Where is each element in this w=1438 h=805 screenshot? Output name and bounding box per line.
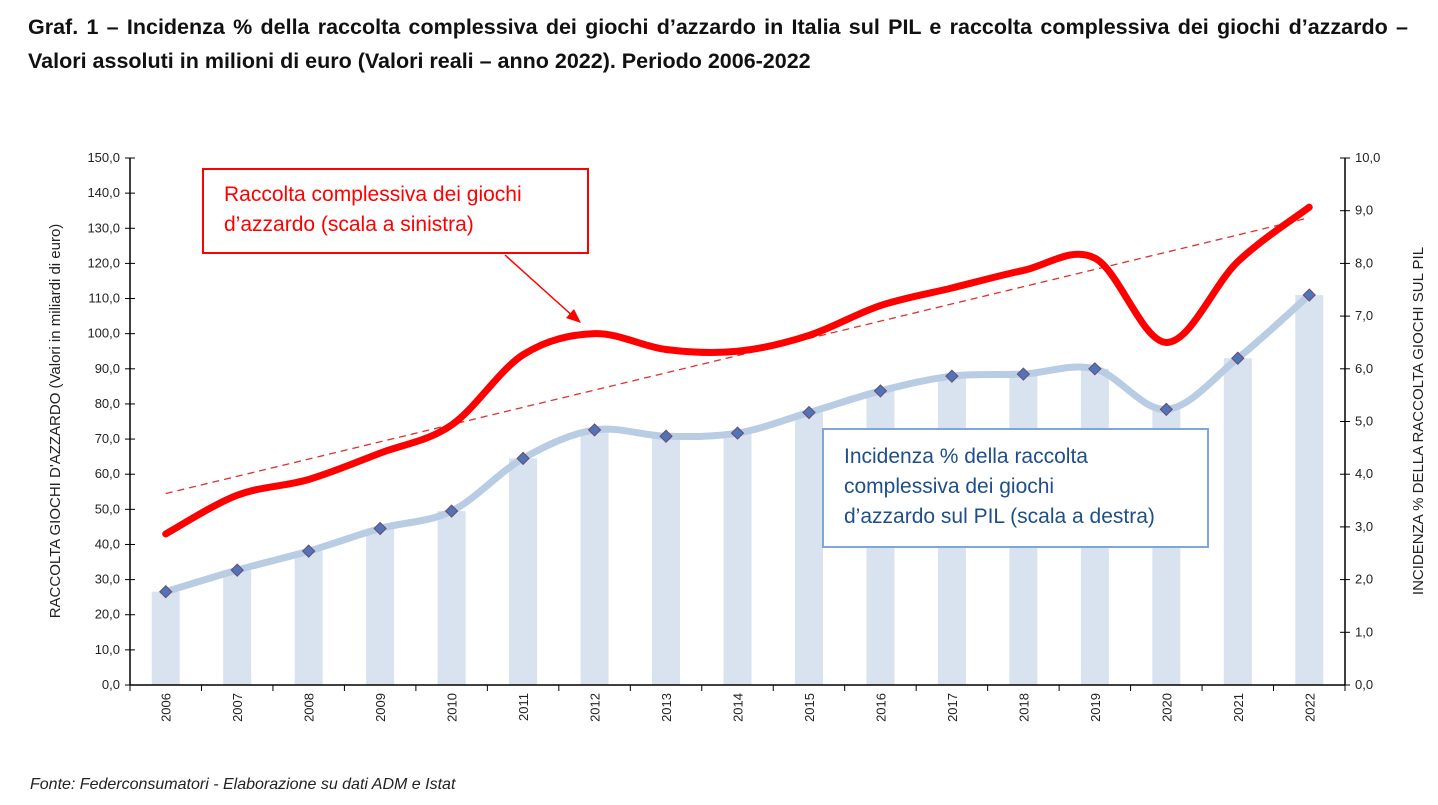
marker-2020 (1159, 402, 1174, 417)
marker-2021 (1231, 351, 1245, 365)
x-tick-label: 2011 (516, 693, 531, 721)
right-tick-label: 3,0 (1355, 519, 1373, 534)
left-tick-label: 0,0 (102, 677, 120, 692)
chart-title: Graf. 1 – Incidenza % della raccolta com… (28, 15, 1408, 73)
source-note: Fonte: Federconsumatori - Elaborazione s… (30, 776, 456, 793)
marker-2011 (516, 451, 530, 466)
right-tick-label: 1,0 (1355, 624, 1373, 639)
x-tick-label: 2015 (802, 693, 817, 722)
marker-2018 (1016, 367, 1031, 381)
marker-2022 (1302, 288, 1316, 302)
right-axis-label: INCIDENZA % DELLA RACCOLTA GIOCHI SUL PI… (1410, 247, 1427, 595)
annotation-line: complessiva dei giochi (844, 475, 1055, 498)
x-tick-label: 2012 (588, 693, 603, 722)
left-tick-label: 10,0 (95, 642, 120, 657)
x-tick-label: 2013 (659, 693, 674, 722)
bar-2007 (223, 570, 252, 685)
left-tick-label: 90,0 (95, 361, 120, 376)
right-tick-label: 7,0 (1355, 308, 1373, 323)
left-tick-label: 80,0 (95, 396, 120, 411)
marker-2019 (1088, 362, 1102, 376)
left-tick-label: 150,0 (87, 150, 120, 165)
annotation-blue-series: Incidenza % della raccolta complessiva d… (822, 428, 1209, 548)
bar-2008 (294, 551, 323, 685)
left-axis-label: RACCOLTA GIOCHI D'AZZARDO (Valori in mil… (47, 224, 64, 619)
bar-2010 (437, 511, 466, 685)
marker-2016 (873, 384, 888, 398)
left-tick-label: 40,0 (95, 536, 120, 551)
x-tick-label: 2010 (445, 693, 460, 722)
right-tick-label: 2,0 (1355, 572, 1373, 587)
right-tick-label: 9,0 (1355, 203, 1373, 218)
x-tick-label: 2017 (945, 693, 960, 722)
marker-2017 (945, 369, 959, 383)
marker-2013 (659, 429, 673, 443)
bar-2021 (1223, 358, 1252, 685)
right-tick-label: 6,0 (1355, 361, 1373, 376)
left-tick-label: 120,0 (87, 255, 120, 270)
marker-2009 (373, 521, 387, 536)
left-tick-label: 30,0 (95, 572, 120, 587)
left-tick-label: 50,0 (95, 501, 120, 516)
x-tick-label: 2008 (302, 693, 317, 722)
left-tick-label: 20,0 (95, 607, 120, 622)
bar-2014 (723, 433, 752, 685)
bar-2012 (580, 429, 609, 685)
right-tick-label: 5,0 (1355, 414, 1373, 429)
x-tick-label: 2007 (230, 693, 245, 722)
right-tick-label: 0,0 (1355, 677, 1373, 692)
right-tick-label: 4,0 (1355, 466, 1373, 481)
x-tick-label: 2021 (1231, 693, 1246, 722)
annotation-line: Raccolta complessiva dei giochi (224, 183, 522, 206)
trend-line (165, 217, 1310, 495)
left-tick-label: 140,0 (87, 185, 120, 200)
bar-2011 (509, 458, 538, 685)
bar-2022 (1295, 295, 1324, 685)
x-tick-label: 2006 (159, 693, 174, 722)
right-tick-label: 10,0 (1355, 150, 1380, 165)
x-tick-label: 2020 (1159, 693, 1174, 722)
annotation-line: d’azzardo sul PIL (scala a destra) (844, 505, 1155, 528)
left-tick-label: 110,0 (88, 291, 120, 306)
x-tick-label: 2022 (1302, 693, 1317, 722)
x-tick-label: 2018 (1016, 693, 1031, 722)
annotation-arrow (504, 254, 576, 319)
left-tick-label: 100,0 (87, 326, 120, 341)
left-tick-label: 60,0 (95, 466, 120, 481)
annotation-line: d’azzardo (scala a sinistra) (224, 213, 474, 236)
marker-2012 (587, 423, 602, 437)
x-tick-label: 2009 (373, 693, 388, 722)
marker-2008 (301, 544, 316, 558)
annotation-arrowhead (566, 309, 581, 323)
left-tick-label: 130,0 (87, 220, 120, 235)
marker-2007 (230, 563, 244, 577)
marker-2010 (444, 504, 459, 518)
x-tick-label: 2019 (1088, 693, 1103, 722)
marker-2015 (802, 405, 816, 420)
marker-2006 (159, 585, 173, 599)
x-tick-label: 2014 (731, 693, 746, 722)
bar-2009 (366, 528, 395, 685)
x-tick-label: 2016 (873, 693, 888, 722)
annotation-red-series: Raccolta complessiva dei giochi d’azzard… (202, 168, 589, 254)
right-tick-label: 8,0 (1355, 255, 1373, 270)
bar-2006 (151, 591, 180, 685)
bar-2015 (794, 412, 823, 685)
annotation-line: Incidenza % della raccolta (844, 445, 1088, 468)
raccolta-line (162, 203, 1313, 538)
marker-2014 (730, 426, 745, 440)
bar-2013 (652, 436, 681, 685)
left-tick-label: 70,0 (95, 431, 120, 446)
